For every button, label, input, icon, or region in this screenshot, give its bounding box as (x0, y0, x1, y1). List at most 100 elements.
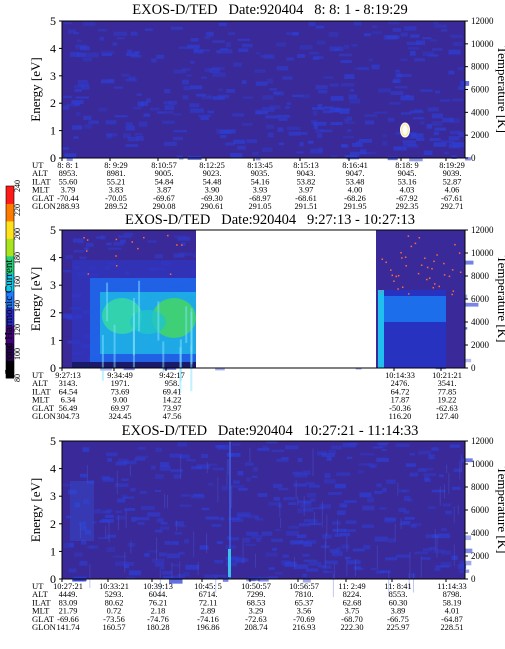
panel-3-ylabel: Energy [eV] (28, 478, 43, 542)
panel-3-y2tick: 6000 (471, 505, 490, 515)
colorbar-tick: 220 (13, 204, 22, 216)
ephemeris-value: 958. (165, 379, 180, 388)
ephemeris-row-label: GLON (32, 622, 57, 632)
panel-3-ytick: 4 (50, 462, 56, 476)
ephemeris-value: 83.09 (59, 598, 78, 607)
ephemeris-value: 54.16 (251, 177, 270, 186)
panel-2-y2tick: 4000 (471, 317, 490, 327)
panel-1-title: EXOS-D/TED Date:920404 8: 8: 1 - 8:19:29 (132, 2, 408, 18)
ephemeris-value: 3.89 (391, 607, 406, 616)
ephemeris-value: 141.74 (56, 623, 80, 632)
panel-2-ylabel: Energy [eV] (28, 267, 43, 331)
ephemeris-value: 2.89 (201, 607, 216, 616)
ephemeris-value: -70.05 (105, 194, 127, 203)
ephemeris-value: 10:45: 5 (194, 582, 222, 591)
ephemeris-value: 8:12:25 (199, 161, 225, 170)
ephemeris-value: 11: 8:41 (384, 582, 411, 591)
ephemeris-value: 8:19:29 (439, 161, 465, 170)
panel-3-streak (229, 441, 231, 579)
ephemeris-value: 10:39:13 (143, 582, 173, 591)
colorbar-segment (6, 290, 14, 309)
ephemeris-value: -62.63 (436, 404, 458, 413)
ephemeris-row-label: GLON (32, 201, 57, 211)
ephemeris-value: 6714. (199, 590, 218, 599)
panel-2-y2tick: 10000 (471, 248, 494, 258)
ephemeris-value: 8953. (59, 169, 78, 178)
colorbar-tick: 80 (13, 374, 22, 382)
panel-2-y2tick: 8000 (471, 271, 490, 281)
ephemeris-value: 3.29 (249, 607, 264, 616)
ephemeris-row-label: UT (32, 581, 44, 591)
ephemeris-value: 8:18: 9 (395, 161, 419, 170)
panel-3-y2tick: 10000 (471, 459, 494, 469)
ephemeris-value: -64.87 (441, 615, 463, 624)
ephemeris-value: 53.48 (346, 177, 365, 186)
ephemeris-value: 9.00 (113, 396, 128, 405)
ephemeris-value: 10:21:21 (432, 371, 462, 380)
ephemeris-value: 8224. (343, 590, 362, 599)
ephemeris-value: 3.93 (253, 186, 268, 195)
ephemeris-value: 2476. (391, 379, 410, 388)
ephemeris-value: 9:42:17 (159, 371, 185, 380)
colorbar-segment (6, 220, 14, 239)
ephemeris-value: -69.67 (153, 194, 175, 203)
ephemeris-row-label: MLT (32, 185, 50, 195)
ephemeris-value: -70.44 (57, 194, 79, 203)
ephemeris-value: 69.97 (111, 404, 130, 413)
colorbar-segment (6, 186, 14, 204)
ephemeris-row-label: ILAT (32, 386, 51, 396)
panel-3-y2tick: 4000 (471, 528, 490, 538)
ephemeris-value: 10:33:21 (99, 582, 129, 591)
panel-2-y2tick: 12000 (471, 225, 494, 235)
ephemeris-row-label: ILAT (32, 176, 51, 186)
panel-2-ytick: 1 (50, 333, 56, 347)
panel-2-title: EXOS-D/TED Date:920404 9:27:13 - 10:27:1… (125, 212, 415, 228)
ephemeris-value: 292.35 (395, 202, 418, 211)
ephemeris-value: 58.19 (443, 598, 462, 607)
colorbar-segment (6, 308, 14, 327)
panel-3-group: 0 1 2 3 4 5 0 2000 4000 6000 8000 10000 12000 Energy … (28, 434, 505, 632)
ephemeris-value: 17.87 (391, 396, 410, 405)
panel-3-ytick: 2 (50, 517, 56, 531)
ephemeris-value: 4.06 (445, 186, 460, 195)
colorbar-tick: 140 (13, 300, 22, 312)
ephemeris-value: 290.61 (200, 202, 223, 211)
panel-1-noise (62, 21, 471, 162)
colorbar-tick: 200 (13, 228, 22, 240)
colorbar-tick: 180 (13, 252, 22, 264)
ephemeris-value: 53.82 (297, 177, 316, 186)
ephemeris-value: -68.61 (295, 194, 317, 203)
ephemeris-value: 228.51 (440, 623, 463, 632)
ephemeris-row-label: UT (32, 370, 44, 380)
ephemeris-value: 60.30 (389, 598, 408, 607)
ephemeris-value: 304.73 (56, 412, 79, 421)
ephemeris-value: -70.69 (293, 615, 315, 624)
ephemeris-value: 289.52 (104, 202, 127, 211)
ephemeris-value: 180.28 (146, 623, 169, 632)
ephemeris-value: 160.57 (102, 623, 125, 632)
ephemeris-value: 2.18 (151, 607, 166, 616)
colorbar-segment (6, 343, 14, 362)
ephemeris-row-label: ALT (32, 378, 49, 388)
colorbar: 80 100 120 140 160 180 200 220 240 (5, 180, 22, 382)
panel-2-y2tick: 2000 (471, 340, 490, 350)
panel-2-data-gap (196, 230, 376, 368)
panel-1-y2tick: 8000 (471, 62, 490, 72)
colorbar-segment (6, 325, 14, 344)
panel-3-y2tick: 2000 (471, 551, 490, 561)
ephemeris-value: 9045. (398, 169, 417, 178)
ephemeris-value: -69.30 (201, 194, 223, 203)
ephemeris-value: 3.90 (205, 186, 220, 195)
ephemeris-value: 0.72 (107, 607, 122, 616)
ephemeris-value: 324.45 (108, 412, 131, 421)
ephemeris-value: -74.16 (197, 615, 219, 624)
panel-1-ytick: 1 (50, 124, 56, 138)
panel-2-ytick: 5 (50, 223, 56, 237)
ephemeris-value: 8553. (389, 590, 408, 599)
panel-3-ephemeris: UTALTILATMLTGLATGLON10:27:214449.83.0921… (32, 579, 467, 632)
colorbar-segment (6, 238, 14, 257)
ephemeris-value: 9035. (251, 169, 270, 178)
panel-2-ytick: 0 (50, 361, 56, 375)
